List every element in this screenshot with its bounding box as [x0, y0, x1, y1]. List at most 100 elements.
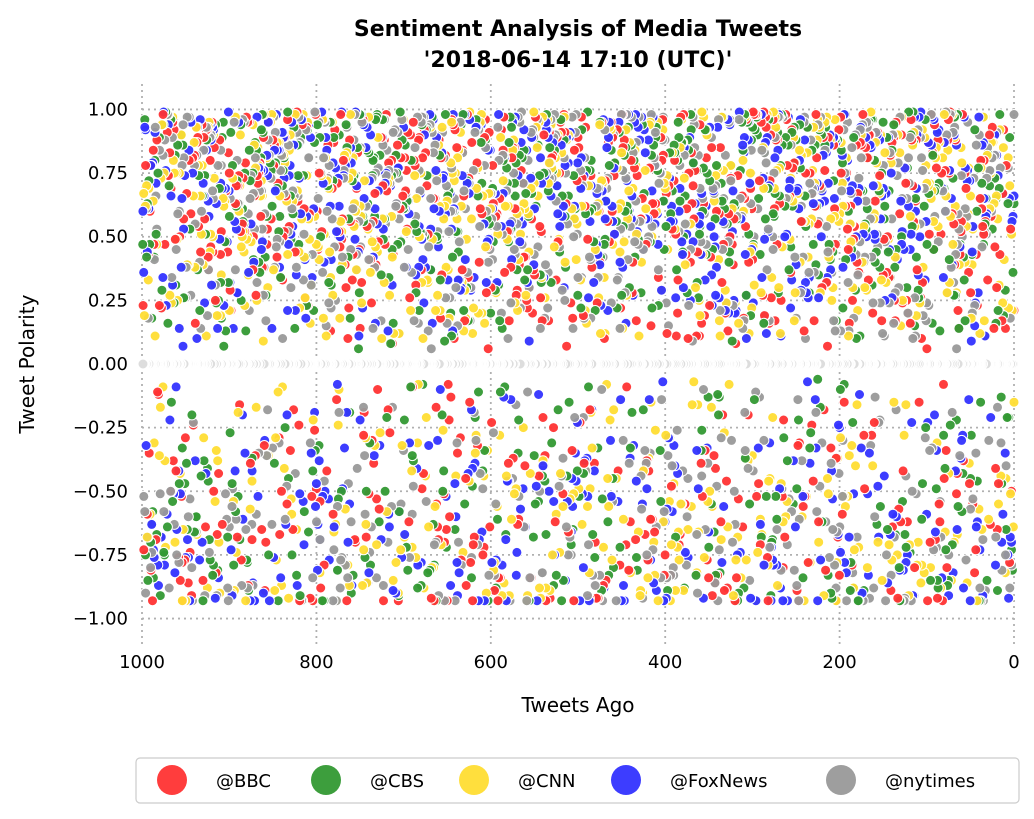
data-point — [142, 574, 154, 586]
data-point — [822, 340, 833, 352]
data-point — [548, 422, 559, 434]
data-point — [906, 485, 918, 497]
data-point — [366, 236, 378, 248]
data-point — [335, 109, 347, 120]
data-point — [988, 322, 1000, 334]
data-point — [272, 386, 284, 398]
data-point — [877, 328, 889, 339]
data-point — [519, 274, 531, 286]
data-point — [974, 328, 986, 339]
data-point — [769, 152, 781, 164]
data-point — [176, 193, 188, 204]
data-point — [837, 490, 848, 502]
data-point — [919, 432, 931, 444]
data-point — [158, 506, 170, 518]
data-point — [637, 404, 649, 416]
data-point — [331, 226, 343, 238]
data-point — [268, 264, 279, 276]
data-point — [875, 274, 887, 286]
data-point — [718, 585, 730, 596]
data-point — [703, 572, 715, 584]
data-point — [731, 572, 742, 584]
data-point — [240, 524, 252, 535]
data-point — [804, 442, 816, 454]
data-point — [278, 462, 290, 474]
data-point — [797, 501, 809, 512]
data-point — [177, 340, 189, 352]
data-point — [343, 302, 355, 314]
data-point — [937, 272, 949, 283]
data-point — [646, 302, 658, 314]
data-point — [250, 289, 262, 301]
data-point — [665, 480, 677, 492]
data-point — [271, 251, 283, 263]
data-point — [815, 231, 827, 243]
data-point — [938, 429, 950, 441]
data-point — [657, 376, 669, 388]
data-point — [1001, 412, 1013, 423]
data-point — [383, 521, 395, 533]
data-point — [603, 160, 615, 171]
data-point — [406, 450, 418, 462]
data-point — [156, 284, 168, 296]
data-point — [940, 445, 952, 456]
data-point — [868, 417, 880, 428]
data-point — [922, 595, 934, 607]
data-point — [315, 582, 327, 594]
data-point — [639, 147, 651, 159]
data-point — [859, 483, 871, 495]
data-point — [474, 221, 486, 232]
data-point — [938, 378, 949, 390]
data-point — [645, 513, 657, 525]
data-point — [332, 564, 343, 576]
data-point — [384, 289, 396, 301]
data-point — [528, 450, 540, 462]
data-point — [713, 544, 725, 556]
data-point — [692, 587, 703, 599]
data-point — [226, 478, 238, 490]
data-point — [309, 106, 321, 118]
data-point — [715, 516, 727, 528]
data-point — [320, 330, 332, 342]
data-point — [483, 569, 495, 581]
data-point — [809, 394, 821, 406]
data-point — [430, 165, 442, 176]
data-point — [952, 305, 964, 316]
data-point — [191, 333, 203, 344]
data-point — [533, 389, 545, 400]
data-point — [916, 152, 927, 164]
data-point — [451, 437, 463, 449]
data-point — [583, 381, 594, 393]
data-point — [634, 590, 646, 602]
data-point — [163, 582, 175, 594]
data-point — [904, 317, 916, 329]
data-point — [1000, 549, 1011, 561]
data-point — [475, 137, 487, 148]
data-point — [317, 266, 329, 278]
data-point — [339, 442, 350, 454]
data-point — [947, 238, 959, 250]
data-point — [520, 188, 532, 199]
data-point — [458, 185, 470, 197]
data-point — [589, 580, 601, 591]
data-point — [456, 264, 468, 276]
data-point — [843, 531, 855, 543]
data-point — [895, 195, 907, 207]
data-point — [833, 569, 845, 581]
data-point — [502, 333, 514, 344]
data-point — [376, 333, 388, 344]
data-point — [409, 142, 421, 154]
data-point — [240, 595, 252, 607]
data-point — [706, 142, 718, 154]
data-point — [246, 475, 258, 487]
data-point — [171, 549, 183, 561]
data-point — [696, 424, 708, 436]
data-point — [807, 475, 819, 487]
data-point — [626, 406, 638, 418]
data-point — [1004, 582, 1016, 594]
data-point — [141, 251, 153, 263]
data-point — [898, 429, 910, 441]
data-point — [444, 511, 456, 523]
data-point — [869, 195, 881, 207]
data-point — [848, 132, 860, 143]
